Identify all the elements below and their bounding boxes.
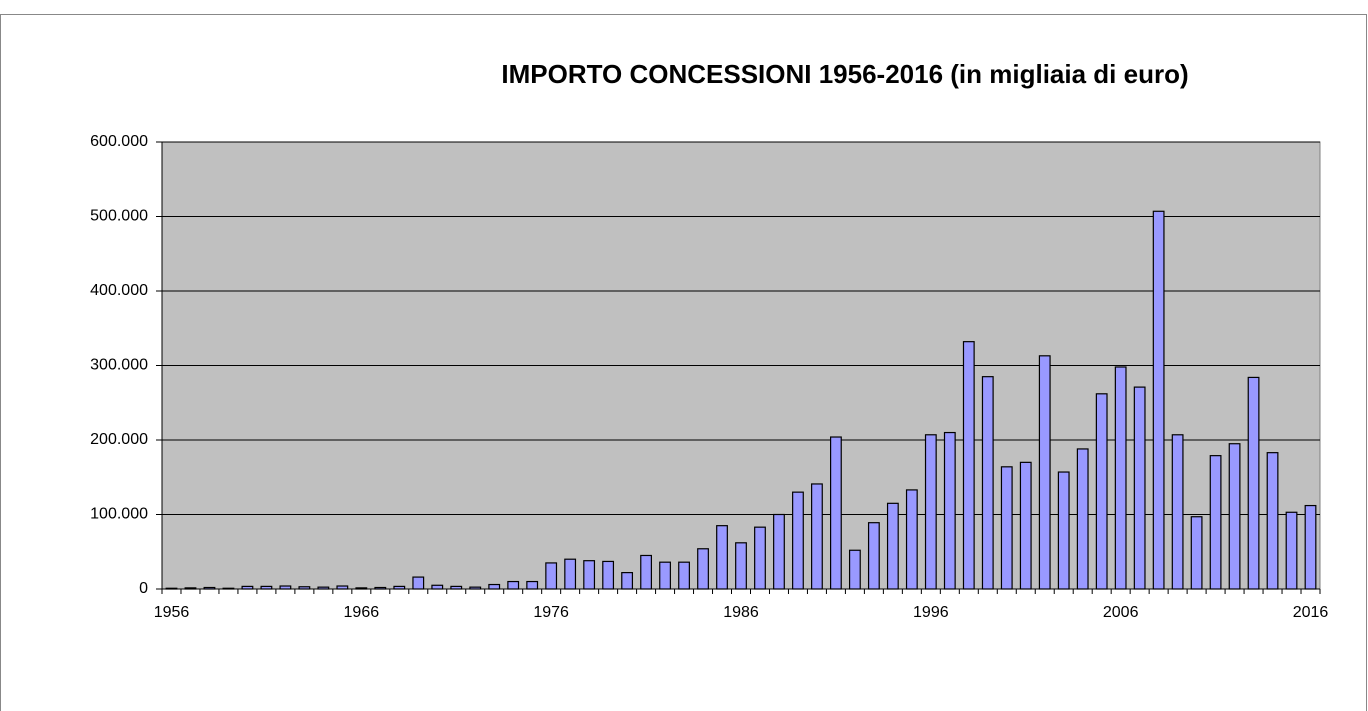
y-tick-label: 0 xyxy=(139,580,148,597)
bar xyxy=(1285,511,1298,590)
bar xyxy=(678,561,690,590)
bar xyxy=(792,491,804,590)
bar xyxy=(1000,466,1013,590)
bar xyxy=(1190,516,1203,590)
bar xyxy=(1247,376,1260,590)
bar xyxy=(867,522,880,590)
bar xyxy=(830,436,842,590)
bar xyxy=(1209,455,1222,590)
y-tick-label: 300.000 xyxy=(90,357,148,374)
bar xyxy=(1171,434,1184,590)
y-tick-label: 500.000 xyxy=(90,208,148,225)
x-tick-label: 1966 xyxy=(344,604,380,621)
bar xyxy=(412,576,425,590)
bar xyxy=(545,562,558,590)
bar xyxy=(1038,355,1051,590)
bar xyxy=(659,561,671,590)
bar xyxy=(943,431,956,590)
bar xyxy=(1019,461,1032,590)
bar xyxy=(621,572,634,590)
bar xyxy=(1114,366,1127,590)
bar xyxy=(431,584,444,590)
bar xyxy=(488,583,501,590)
bar xyxy=(640,554,652,590)
bar xyxy=(1266,452,1279,590)
bar xyxy=(564,558,577,590)
bar xyxy=(1095,393,1108,590)
bar xyxy=(1133,386,1146,590)
y-tick-label: 600.000 xyxy=(90,133,148,150)
bar xyxy=(924,434,937,590)
bar xyxy=(602,560,615,590)
bar xyxy=(848,549,861,590)
bar xyxy=(754,526,766,590)
x-tick-label: 1986 xyxy=(723,604,759,621)
x-tick-label: 2006 xyxy=(1103,604,1139,621)
bar xyxy=(773,513,785,590)
bar xyxy=(697,548,709,590)
bar xyxy=(583,560,596,590)
x-tick-label: 1996 xyxy=(913,604,949,621)
bar xyxy=(1228,443,1241,590)
bar xyxy=(981,376,994,590)
bar xyxy=(886,502,899,590)
y-tick-label: 400.000 xyxy=(90,282,148,299)
bar xyxy=(507,580,520,590)
bar xyxy=(716,525,728,590)
x-tick-label: 1976 xyxy=(533,604,569,621)
bar xyxy=(811,483,823,590)
bar xyxy=(1076,448,1089,590)
bar xyxy=(1152,210,1165,590)
bar xyxy=(962,341,975,590)
bar xyxy=(526,580,539,590)
y-tick-label: 200.000 xyxy=(90,431,148,448)
bar xyxy=(1304,504,1317,590)
bar xyxy=(735,542,747,590)
x-tick-label: 1956 xyxy=(154,604,190,621)
y-tick-label: 100.000 xyxy=(90,506,148,523)
bar xyxy=(905,489,918,590)
bar xyxy=(1057,471,1070,590)
chart-title: IMPORTO CONCESSIONI 1956-2016 (in miglia… xyxy=(501,59,1188,89)
x-tick-label: 2016 xyxy=(1293,604,1329,621)
